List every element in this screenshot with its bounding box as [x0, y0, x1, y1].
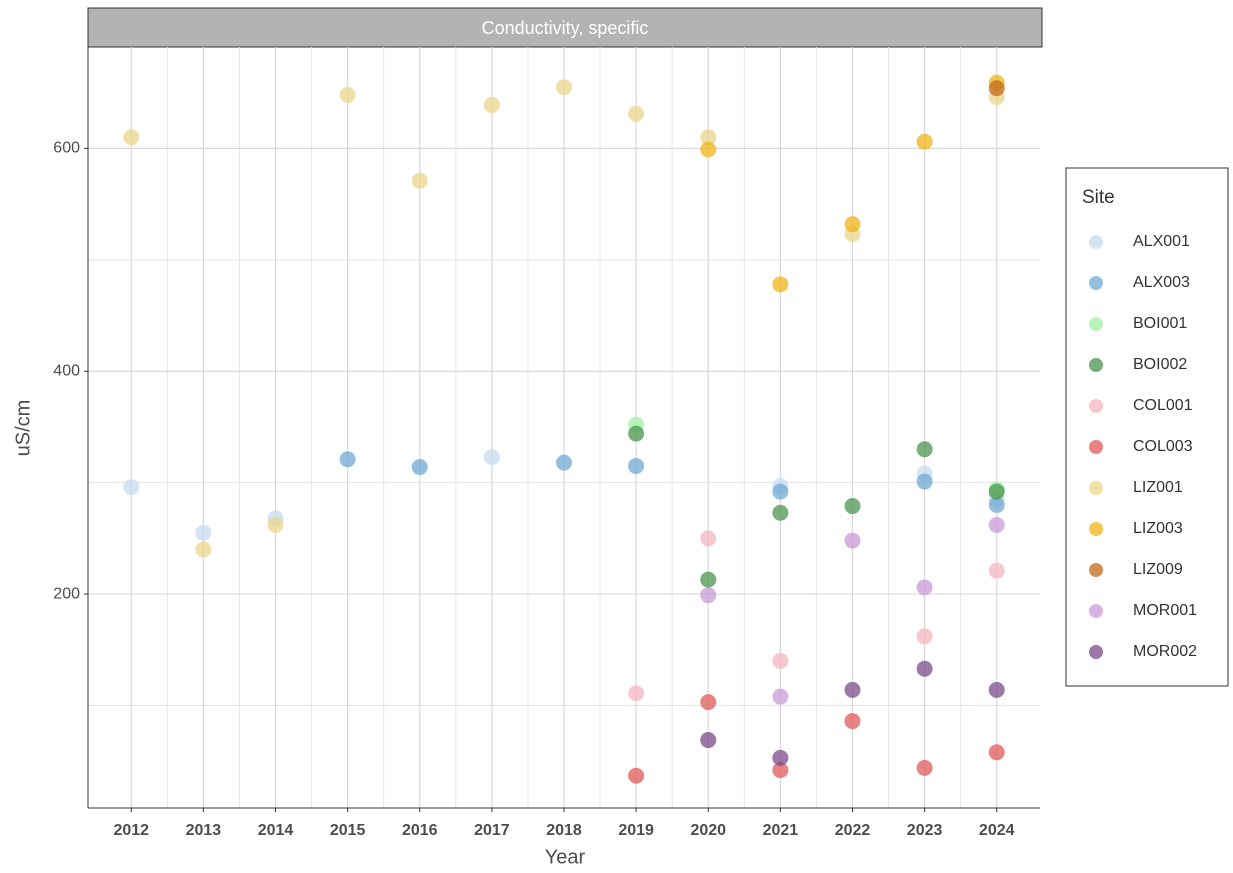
point	[628, 767, 645, 784]
point	[772, 749, 789, 766]
legend-swatch	[1089, 235, 1103, 249]
point	[916, 628, 933, 645]
point	[772, 652, 789, 669]
point	[772, 483, 789, 500]
point	[988, 744, 1005, 761]
point	[700, 571, 717, 588]
point	[628, 425, 645, 442]
point	[628, 457, 645, 474]
legend-label: MOR001	[1133, 602, 1197, 619]
legend-label: ALX001	[1133, 233, 1190, 250]
point	[772, 688, 789, 705]
legend-swatch	[1089, 317, 1103, 331]
legend-label: MOR002	[1133, 643, 1197, 660]
legend-box	[1065, 167, 1229, 687]
point	[195, 541, 212, 558]
strip	[87, 7, 1043, 48]
x-tick-label: 2022	[835, 822, 871, 839]
legend-swatch	[1089, 399, 1103, 413]
point	[988, 80, 1005, 97]
point	[411, 172, 428, 189]
point	[988, 516, 1005, 533]
point	[772, 762, 789, 779]
x-tick-label: 2014	[258, 822, 294, 839]
point	[916, 441, 933, 458]
legend-label: LIZ001	[1133, 479, 1183, 496]
legend-swatch	[1089, 481, 1103, 495]
legend-label: COL001	[1133, 397, 1193, 414]
x-tick-label: 2015	[330, 822, 366, 839]
point	[700, 129, 717, 146]
point	[483, 96, 500, 113]
legend-label: BOI001	[1133, 315, 1187, 332]
point	[483, 449, 500, 466]
point	[700, 530, 717, 547]
point	[988, 562, 1005, 579]
x-tick-label: 2024	[979, 822, 1015, 839]
chart-title: Conductivity, specific	[482, 18, 649, 38]
point	[916, 473, 933, 490]
legend-swatch	[1089, 522, 1103, 536]
legend-swatch	[1089, 645, 1103, 659]
point	[916, 759, 933, 776]
point	[844, 713, 861, 730]
point	[267, 516, 284, 533]
y-tick-label: 200	[53, 585, 80, 602]
point	[700, 587, 717, 604]
legend-swatch	[1089, 563, 1103, 577]
legend-label: ALX003	[1133, 274, 1190, 291]
y-tick-label: 400	[53, 362, 80, 379]
point	[628, 105, 645, 122]
legend-swatch	[1089, 604, 1103, 618]
point	[123, 129, 140, 146]
point	[844, 498, 861, 515]
grid	[88, 47, 1040, 808]
legend-title: Site	[1082, 187, 1115, 208]
point	[700, 732, 717, 749]
legend-label: LIZ003	[1133, 520, 1183, 537]
point	[339, 86, 356, 103]
point	[844, 532, 861, 549]
point	[700, 141, 717, 158]
points	[123, 74, 1005, 784]
x-tick-label: 2016	[402, 822, 438, 839]
point	[916, 579, 933, 596]
point	[844, 216, 861, 233]
x-tick-label: 2021	[763, 822, 799, 839]
point	[916, 133, 933, 150]
point	[556, 79, 572, 96]
legend-swatch	[1089, 276, 1103, 290]
x-axis-title: Year	[545, 846, 586, 868]
point	[772, 276, 789, 293]
x-tick-label: 2018	[546, 822, 582, 839]
x-tick-label: 2012	[113, 822, 149, 839]
point	[195, 524, 212, 541]
point	[844, 681, 861, 698]
x-tick-label: 2020	[690, 822, 726, 839]
legend-label: BOI002	[1133, 356, 1187, 373]
legend-label: LIZ009	[1133, 561, 1183, 578]
x-tick-label: 2013	[186, 822, 222, 839]
point	[556, 454, 572, 471]
legend-label: COL003	[1133, 438, 1193, 455]
point	[988, 681, 1005, 698]
point	[700, 694, 717, 711]
point	[123, 479, 140, 496]
x-tick-label: 2023	[907, 822, 943, 839]
legend-swatch	[1089, 358, 1103, 372]
x-tick-label: 2019	[618, 822, 654, 839]
x-tick-label: 2017	[474, 822, 510, 839]
point	[772, 504, 789, 521]
y-tick-label: 600	[53, 140, 80, 157]
y-axis-title: uS/cm	[12, 400, 34, 457]
point	[411, 459, 428, 476]
point	[628, 685, 645, 702]
point	[988, 483, 1005, 500]
point	[916, 660, 933, 677]
legend-swatch	[1089, 440, 1103, 454]
point	[988, 496, 1005, 513]
point	[339, 451, 356, 468]
legend: ALX001 ALX003 BOI001 BOI002 COL001 COL003 LIZ0…	[1089, 233, 1197, 660]
